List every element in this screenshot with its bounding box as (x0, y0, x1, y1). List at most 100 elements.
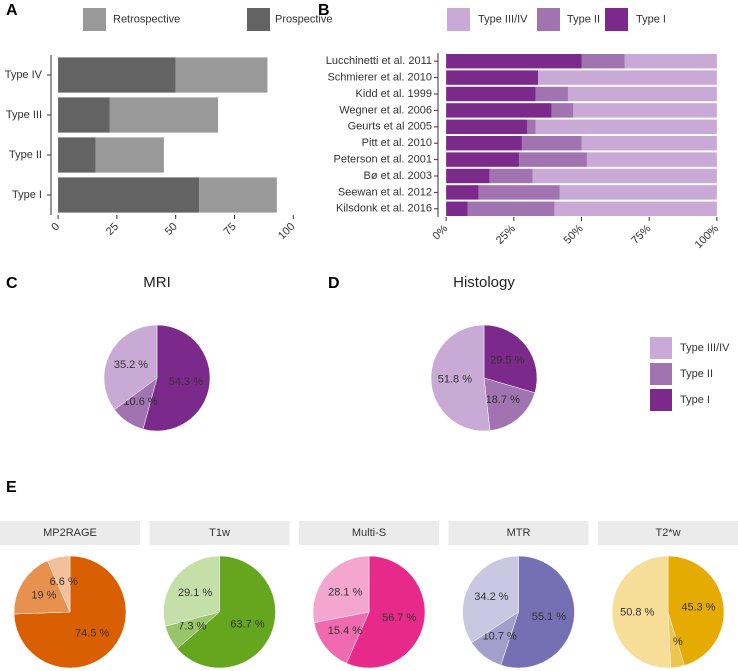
pie-slice (163, 555, 220, 627)
bar-segment (58, 57, 176, 93)
slice-label: 45.3 % (681, 601, 715, 613)
bar-segment (175, 57, 268, 93)
strip-title: T2*w (655, 527, 680, 539)
bar-segment (446, 185, 479, 200)
y-tick-label: Peterson et al. 2001 (334, 154, 432, 166)
bar-segment (551, 103, 574, 118)
x-tick-label: 0 (49, 221, 62, 234)
strip (299, 521, 439, 545)
bar-segment (446, 168, 490, 184)
bar-segment (535, 119, 717, 135)
y-tick-label: Schmierer et al. 2010 (327, 72, 432, 84)
pie-title: MRI (143, 274, 171, 291)
bar-segment (581, 53, 625, 69)
bar-segment (567, 86, 717, 102)
y-tick-label: Lucchinetti et al. 2011 (326, 55, 432, 67)
slice-label: 15.4 % (328, 625, 362, 637)
slice-label: 74.5 % (75, 627, 109, 639)
pie-slice (667, 555, 725, 666)
y-tick-label: Pitt et al. 2010 (362, 137, 432, 149)
slice-label: 34.2 % (474, 591, 508, 603)
y-tick-label: Geurts et al 2005 (348, 121, 432, 133)
bar-segment (446, 152, 520, 167)
legend-label: Type III/IV (478, 13, 528, 25)
x-tick-label: 50% (562, 223, 586, 247)
y-tick-label: Kidd et al. 1999 (356, 88, 432, 100)
bar-segment (538, 70, 717, 85)
slice-label: 6.6 % (50, 576, 78, 588)
bar-segment (489, 168, 533, 184)
y-tick-label: Bø et al. 2003 (364, 170, 433, 182)
slice-label: 7.3 % (178, 620, 206, 632)
pie-slice (500, 555, 575, 669)
strip-title: T1w (209, 527, 230, 539)
legend-label: Type I (636, 13, 666, 25)
strip-title: Multi-S (352, 527, 386, 539)
slice-label: 50.8 % (620, 607, 654, 619)
legend-swatch (650, 337, 672, 359)
bar-segment (446, 119, 528, 135)
x-tick-label: 0% (431, 223, 451, 243)
strip (149, 521, 290, 545)
strip-title: MP2RAGE (43, 527, 97, 539)
y-tick-label: Seewan et al. 2012 (338, 186, 432, 198)
panel-letter: E (6, 479, 17, 496)
bar-segment (535, 86, 568, 102)
y-tick-label: Wegner et al. 2006 (339, 104, 432, 116)
legend-swatch (605, 8, 628, 31)
x-tick-label: 25% (494, 223, 518, 247)
bar-segment (478, 185, 560, 200)
bar-segment (559, 185, 717, 200)
legend-label: Retrospective (113, 13, 180, 25)
pie-slice (176, 555, 276, 669)
slice-label: 29.1 % (178, 587, 212, 599)
legend-swatch (537, 8, 560, 31)
bar-segment (58, 97, 110, 133)
strip (448, 521, 589, 545)
pie-slice (483, 377, 536, 431)
panel-letter: C (6, 275, 18, 292)
panel-letter: A (6, 2, 18, 19)
bar-segment (446, 135, 522, 151)
strip (598, 521, 738, 545)
pie-slice (142, 324, 211, 432)
pie-slice (13, 560, 71, 615)
x-tick-label: 75 (222, 221, 239, 238)
pie-slice (47, 555, 71, 613)
bar-segment (446, 53, 582, 69)
bar-segment (581, 135, 717, 151)
legend-swatch (650, 389, 672, 411)
y-tick-label: Type III (6, 109, 42, 121)
pie-title: Histology (453, 274, 515, 291)
x-tick-label: 25 (104, 221, 121, 238)
bar-segment (58, 177, 200, 213)
panel-letter: D (328, 275, 340, 292)
bar-segment (109, 97, 219, 133)
y-tick-label: Type IV (5, 69, 43, 81)
bar-segment (554, 201, 717, 217)
bar-segment (58, 137, 96, 173)
legend-label: Type III/IV (680, 342, 730, 354)
strip-title: MTR (507, 527, 531, 539)
bar-segment (521, 135, 582, 151)
x-tick-label: 100% (693, 223, 722, 252)
slice-label: 28.1 % (328, 586, 362, 598)
slice-label: 54.3 % (169, 376, 203, 388)
legend-swatch (650, 363, 672, 385)
legend-label: Prospective (275, 13, 332, 25)
bar-segment (573, 103, 717, 118)
slice-label: 19 % (31, 590, 56, 602)
bar-segment (519, 152, 587, 167)
bar-segment (467, 201, 555, 217)
slice-label: 63.7 % (230, 619, 264, 631)
slice-label: 10.6 % (123, 396, 157, 408)
legend-swatch (447, 8, 470, 31)
pie-slice (611, 555, 671, 669)
bar-segment (446, 103, 552, 118)
bar-segment (446, 70, 539, 85)
bar-segment (446, 201, 468, 217)
y-tick-label: Type II (9, 149, 42, 161)
slice-label: 56.7 % (382, 612, 416, 624)
slice-label: 18.7 % (486, 394, 520, 406)
